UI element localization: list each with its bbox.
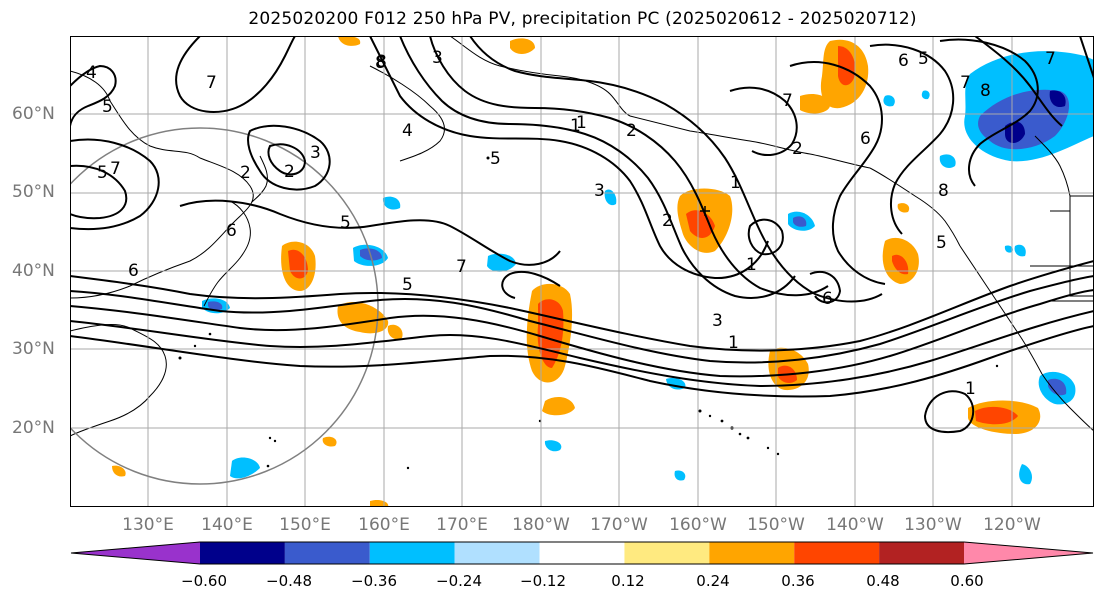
lon-label: 140°W [826, 515, 884, 535]
pv-contours [70, 36, 1094, 434]
contour-label: 5 [918, 49, 929, 69]
colorbar-segment [454, 542, 540, 564]
contour-label: 3 [432, 48, 443, 68]
contour-label: 8 [980, 81, 991, 101]
colorbar-segment [964, 542, 1093, 564]
radius-circle [70, 127, 379, 485]
lon-label: 120°W [983, 515, 1041, 535]
lon-label: 140°E [201, 515, 253, 535]
colorbar-tick-label: −0.36 [351, 572, 397, 590]
contour-labels: 4 5 7 8 3 4 5 1 2 5 2 7 3 2 6 6 5 7 3 1 … [86, 48, 1056, 399]
contour-label: 3 [310, 143, 321, 163]
coastlines [70, 36, 1094, 437]
colorbar-segment [539, 542, 625, 564]
colorbar-tick-label: −0.48 [266, 572, 312, 590]
colorbar-segment [369, 542, 455, 564]
lon-label: 130°W [904, 515, 962, 535]
contour-label: 1 [746, 255, 757, 275]
lon-label: 150°W [747, 515, 805, 535]
map-panel: 4 5 7 8 3 4 5 1 2 5 2 7 3 2 6 6 5 7 3 1 … [70, 36, 1094, 507]
contour-label: 6 [860, 129, 871, 149]
contour-label: 6 [226, 221, 237, 241]
contour-label: 6 [898, 51, 909, 71]
contour-label: 4 [402, 121, 413, 141]
contour-label: 3 [594, 181, 605, 201]
lon-label: 170°E [436, 515, 488, 535]
colorbar [70, 541, 1094, 565]
contour-label: 8 [375, 53, 386, 73]
contour-label: 1 [728, 333, 739, 353]
contour-label: 2 [792, 139, 803, 159]
contour-label: 7 [206, 73, 217, 93]
lon-label: 130°E [122, 515, 174, 535]
contour-label: 6 [822, 289, 833, 309]
contour-label: 7 [1045, 49, 1056, 69]
precip-shading [112, 36, 1094, 507]
contour-label: 5 [936, 233, 947, 253]
contour-label: 7 [456, 257, 467, 277]
contour-label: 8 [938, 181, 949, 201]
lon-label: 170°W [590, 515, 648, 535]
colorbar-segment [879, 542, 964, 564]
colorbar-segment [794, 542, 880, 564]
contour-label: 8 [376, 52, 387, 72]
lon-label: 180°W [512, 515, 570, 535]
contour-label: 5 [490, 149, 501, 169]
colorbar-tick-label: 0.24 [696, 572, 730, 590]
lat-label: 40°N [12, 261, 55, 281]
colorbar-tick-label: 0.60 [950, 572, 984, 590]
contour-label: 1 [730, 173, 741, 193]
contour-label: 5 [102, 97, 113, 117]
colorbar-segment [709, 542, 795, 564]
colorbar-segment [200, 542, 285, 564]
colorbar-segment [624, 542, 710, 564]
lat-label: 50°N [12, 182, 55, 202]
contour-label: 5 [340, 213, 351, 233]
colorbar-segment [284, 542, 370, 564]
lat-label: 20°N [12, 418, 55, 438]
contour-label: 2 [284, 162, 295, 182]
contour-label: 2 [662, 211, 673, 231]
map-canvas: 4 5 7 8 3 4 5 1 2 5 2 7 3 2 6 6 5 7 3 1 … [70, 36, 1094, 507]
colorbar-segments [70, 541, 1094, 565]
contour-label: 7 [960, 73, 971, 93]
contour-label: 4 [86, 63, 97, 83]
lat-label: 30°N [12, 339, 55, 359]
colorbar-tick-label: 0.48 [866, 572, 900, 590]
map-frame [70, 36, 1094, 507]
center-marker [700, 206, 710, 216]
contour-label: 1 [965, 379, 976, 399]
map-title: 2025020200 F012 250 hPa PV, precipitatio… [248, 9, 917, 29]
colorbar-tick-label: 0.12 [611, 572, 645, 590]
lon-label: 160°E [358, 515, 410, 535]
contour-label: 1 [570, 116, 581, 136]
contour-label: 1 [576, 113, 587, 133]
lon-label: 160°W [669, 515, 727, 535]
colorbar-tick-label: −0.60 [181, 572, 227, 590]
contour-label: 5 [402, 275, 413, 295]
contour-label: 5 [97, 163, 108, 183]
contour-label: 3 [712, 311, 723, 331]
colorbar-tick-label: −0.12 [520, 572, 566, 590]
contour-label: 2 [240, 163, 251, 183]
colorbar-tick-label: 0.36 [781, 572, 815, 590]
contour-label: 6 [128, 261, 139, 281]
contour-label: 7 [782, 91, 793, 111]
colorbar-tick-label: −0.24 [436, 572, 482, 590]
colorbar-outline [70, 541, 1094, 565]
lat-label: 60°N [12, 104, 55, 124]
colorbar-segment [71, 542, 200, 564]
lon-label: 150°E [279, 515, 331, 535]
contour-label: 7 [110, 159, 121, 179]
contour-label: 2 [626, 121, 637, 141]
